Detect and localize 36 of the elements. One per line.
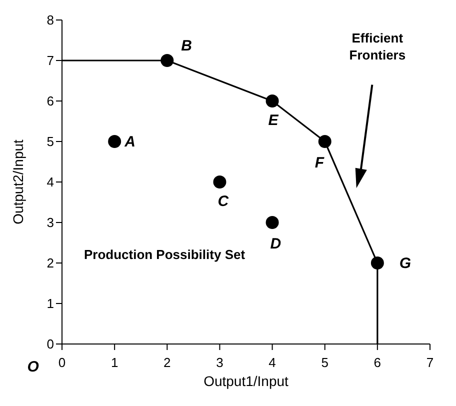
annotation: G xyxy=(399,255,412,272)
point xyxy=(318,135,332,148)
y-tick-label: 6 xyxy=(46,94,54,109)
point xyxy=(213,176,226,188)
point xyxy=(160,54,174,67)
annotation: Efficient Frontiers xyxy=(349,30,406,62)
annotation: C xyxy=(218,193,230,210)
annotation: D xyxy=(270,236,282,252)
annotation: E xyxy=(268,112,280,129)
y-tick-label: 2 xyxy=(46,256,54,271)
y-tick-label: 7 xyxy=(46,53,54,68)
y-axis-title: Output2/Input xyxy=(10,139,26,224)
y-tick-label: 0 xyxy=(46,336,54,352)
text: O xyxy=(27,358,40,376)
x-axis-title: Output1/Input xyxy=(204,373,289,389)
x-tick-label: 7 xyxy=(426,355,434,370)
annotation: F xyxy=(314,154,325,172)
y-tick-label: 1 xyxy=(46,296,54,312)
x-tick-label: 0 xyxy=(58,355,66,370)
point xyxy=(266,216,279,229)
y-tick-label: 4 xyxy=(46,174,54,190)
point xyxy=(108,135,122,148)
x-tick-label: 3 xyxy=(216,355,224,370)
y-tick-label: 5 xyxy=(46,134,54,150)
x-tick-label: 1 xyxy=(110,355,118,370)
annotation: B xyxy=(181,38,192,54)
x-tick-label: 2 xyxy=(164,355,171,370)
annotation: Production Possibility Set xyxy=(84,246,246,262)
y-tick-label: 3 xyxy=(46,215,54,230)
point xyxy=(370,256,384,270)
y-tick-label: 8 xyxy=(46,12,54,28)
x-tick-label: 4 xyxy=(268,355,276,370)
annotation: A xyxy=(124,134,136,150)
x-tick-label: 5 xyxy=(321,355,328,370)
point xyxy=(266,94,279,108)
x-tick-label: 6 xyxy=(374,355,382,370)
